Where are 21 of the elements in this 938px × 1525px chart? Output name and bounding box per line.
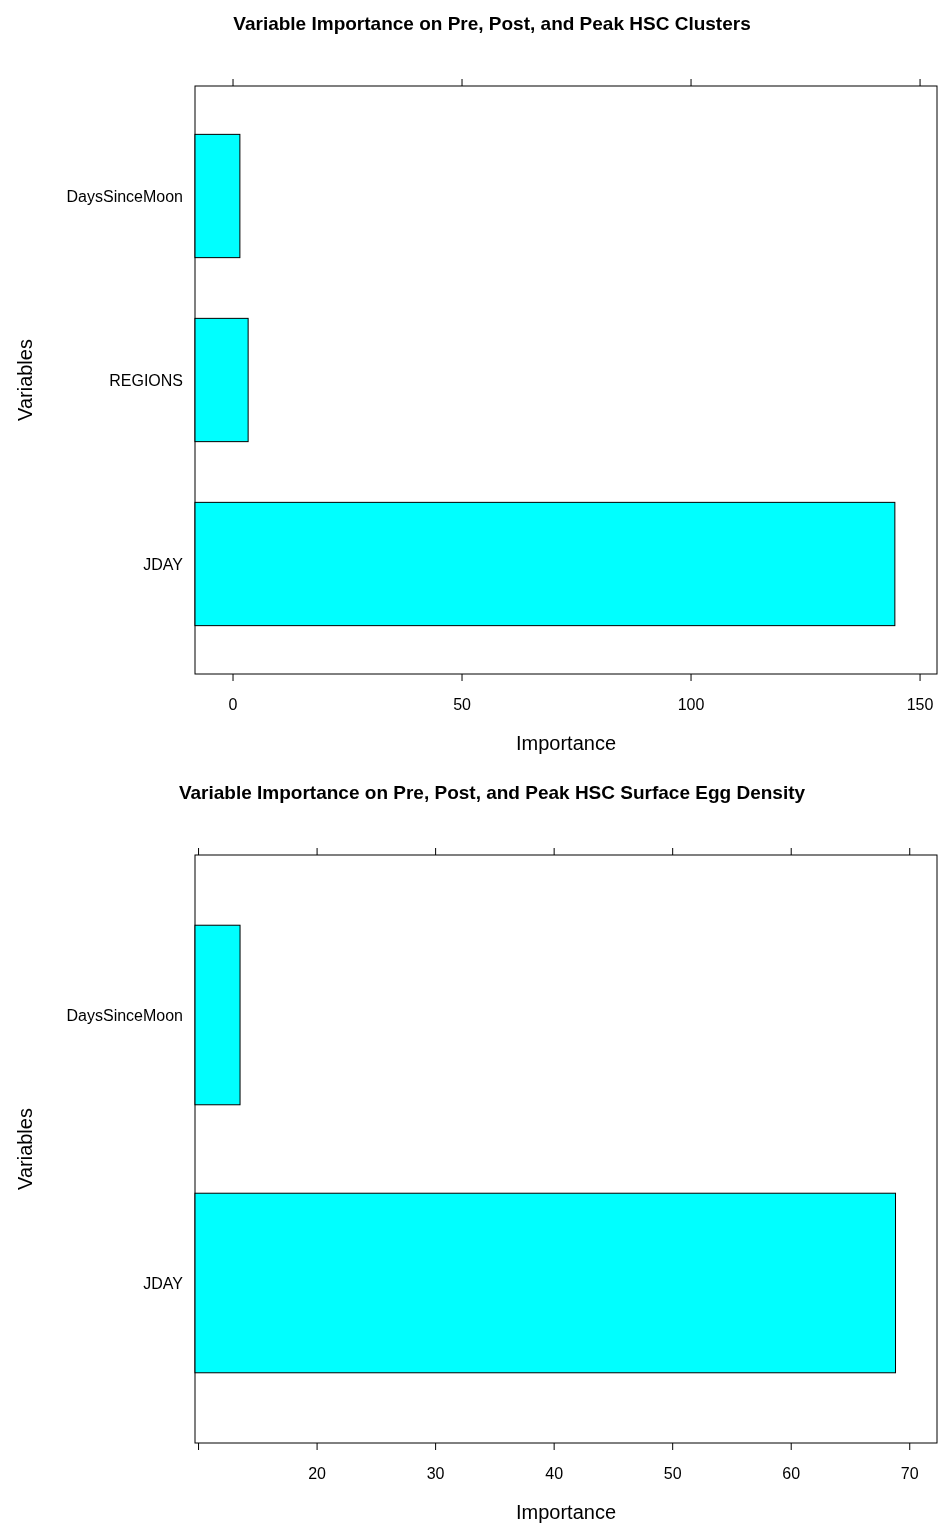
x-axis-title: Importance <box>515 1501 617 1523</box>
x-tick-label: 30 <box>426 1465 445 1482</box>
y-axis-title: Variables <box>14 1108 36 1190</box>
x-tick-label: 150 <box>906 696 934 713</box>
y-tick-label: DaysSinceMoon <box>66 1007 183 1024</box>
x-tick-label: 0 <box>228 696 238 713</box>
y-tick-label: REGIONS <box>109 372 183 389</box>
y-tick-label: DaysSinceMoon <box>66 188 183 205</box>
x-tick-label: 20 <box>308 1465 327 1482</box>
x-axis-title: Importance <box>515 732 617 754</box>
x-tick-label: 60 <box>782 1465 801 1482</box>
x-tick-label: 100 <box>677 696 705 713</box>
y-tick-label: JDAY <box>143 556 184 573</box>
x-tick-label: 40 <box>545 1465 564 1482</box>
x-tick-label: 70 <box>900 1465 919 1482</box>
y-axis-title: Variables <box>14 339 36 421</box>
x-tick-label: 50 <box>663 1465 682 1482</box>
y-tick-label: JDAY <box>143 1275 184 1292</box>
x-tick-label: 50 <box>453 696 472 713</box>
chart-title: Variable Importance on Pre, Post, and Peak HSC Clusters <box>233 13 751 34</box>
chart-title: Variable Importance on Pre, Post, and Peak HSC Surface Egg Density <box>178 782 806 803</box>
